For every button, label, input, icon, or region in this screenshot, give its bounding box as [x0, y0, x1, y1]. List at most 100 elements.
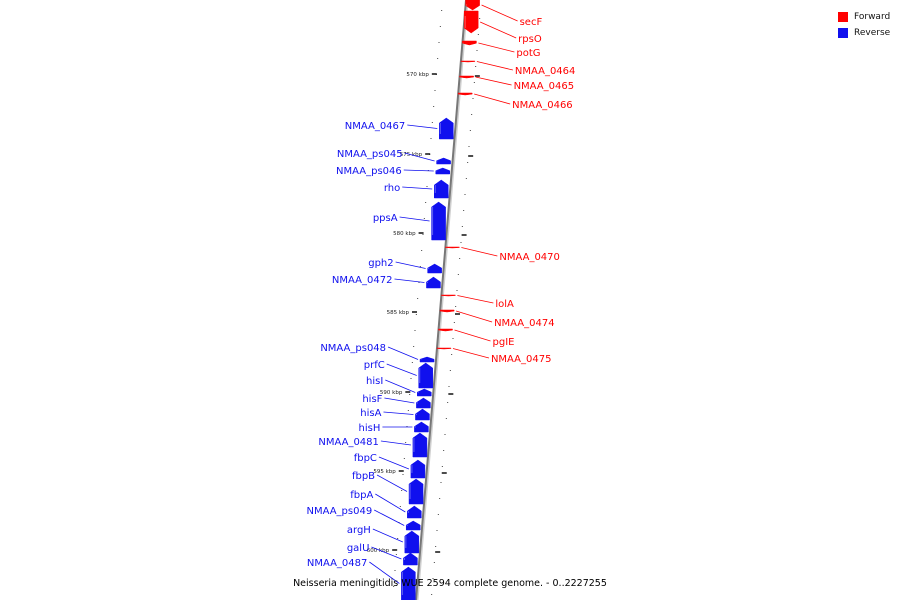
- scale-dot: [475, 66, 477, 67]
- scale-dots: [393, 10, 481, 595]
- gene-leader: [404, 152, 435, 162]
- scale-dot: [479, 18, 481, 19]
- gene-label: galU: [347, 543, 370, 554]
- gene-label: NMAA_ps049: [306, 506, 372, 517]
- gene-shape: [431, 201, 446, 241]
- gene-NMAA_0465: NMAA_0465: [459, 75, 574, 92]
- gene-shape: [435, 167, 450, 175]
- gene-label: NMAA_0474: [494, 318, 555, 329]
- gene-shape: [408, 478, 424, 505]
- gene-label: ppsA: [373, 213, 398, 224]
- scale-dot: [437, 514, 439, 515]
- scale-dot: [426, 186, 428, 187]
- gene-leader: [395, 261, 426, 269]
- scale-dot: [456, 290, 458, 291]
- scale-dot: [476, 50, 478, 51]
- gene-label: lolA: [495, 299, 514, 310]
- scale-dot: [402, 474, 404, 475]
- scale-dot: [401, 490, 403, 491]
- gene-leader: [399, 216, 430, 222]
- gene-label: fbpB: [352, 471, 375, 482]
- gene-NMAA_ps045: NMAA_ps045: [337, 149, 451, 165]
- scale-dot: [468, 146, 470, 147]
- gene-hisA: hisA: [360, 408, 430, 421]
- scale-dot: [463, 210, 465, 211]
- scale-dot: [399, 506, 401, 507]
- gene-gph2: gph2: [368, 258, 442, 274]
- gene-leader: [402, 186, 433, 190]
- scale-dot: [403, 458, 405, 459]
- gene-hisH: hisH: [359, 421, 429, 434]
- genome-backbone: [415, 0, 469, 600]
- scale-dot: [436, 530, 438, 531]
- scale-dot: [434, 90, 436, 91]
- scale-dot: [472, 98, 474, 99]
- gene-leader: [384, 397, 415, 404]
- scale-dot: [438, 42, 440, 43]
- gene-leader: [387, 346, 419, 360]
- gene-leader: [385, 379, 416, 393]
- gene-ppsA: ppsA: [373, 201, 446, 241]
- gene-shape: [401, 566, 416, 600]
- scale-dot: [422, 234, 424, 235]
- gene-leader: [374, 509, 405, 526]
- scale-dot: [473, 82, 475, 83]
- scale-dot: [441, 466, 443, 467]
- legend-label-reverse: Reverse: [854, 27, 891, 38]
- scale-dot: [440, 482, 442, 483]
- scale-dot: [465, 178, 467, 179]
- gene-NMAA_0475: NMAA_0475: [436, 347, 551, 365]
- forward-genes: secF rpsO potG NMAA_0464 NMAA_0465 NMAA_0466 N…: [436, 0, 575, 365]
- gene-NMAA_0487: NMAA_0487: [307, 558, 416, 600]
- scale-dot: [432, 578, 434, 579]
- scale-dot: [406, 426, 408, 427]
- scale-dot: [431, 594, 433, 595]
- scale-dot: [443, 450, 445, 451]
- scale-dot: [397, 538, 399, 539]
- scale-dot: [407, 410, 409, 411]
- gene-lolA: lolA: [441, 294, 514, 310]
- gene-leader: [480, 21, 517, 39]
- gene-label: potG: [516, 48, 540, 59]
- scale-dot: [425, 202, 427, 203]
- gene-shape: [445, 246, 460, 249]
- scale-dot: [395, 554, 397, 555]
- gene-label: hisF: [362, 394, 382, 405]
- scale-dot: [477, 34, 479, 35]
- scale-dot: [441, 10, 443, 11]
- gene-label: NMAA_0470: [499, 252, 560, 263]
- gene-shape: [463, 10, 479, 34]
- gene-shape: [407, 505, 422, 519]
- scale-dot: [421, 250, 423, 251]
- gene-shape: [403, 552, 418, 566]
- scale-dot: [469, 130, 471, 131]
- scale-dot: [449, 370, 451, 371]
- ruler-label: 580 kbp: [393, 231, 416, 237]
- gene-shape: [460, 60, 476, 63]
- gene-potG: potG: [462, 40, 541, 59]
- gene-label: NMAA_ps048: [320, 343, 386, 354]
- gene-leader: [375, 493, 406, 513]
- gene-label: hisA: [360, 408, 381, 419]
- scale-dot: [414, 330, 416, 331]
- gene-NMAA_ps046: NMAA_ps046: [336, 166, 450, 177]
- gene-leader: [452, 348, 490, 359]
- gene-NMAA_ps048: NMAA_ps048: [320, 343, 435, 363]
- gene-shape: [412, 432, 428, 458]
- scale-dot: [439, 498, 441, 499]
- gene-leader: [476, 61, 513, 71]
- gene-leader: [376, 474, 408, 492]
- gene-leader: [475, 76, 512, 86]
- gene-NMAA_0472: NMAA_0472: [332, 275, 441, 289]
- scale-dot: [451, 354, 453, 355]
- gene-leader: [407, 124, 438, 129]
- gene-leader: [378, 456, 410, 470]
- gene-pgIE: pgIE: [438, 328, 514, 348]
- scale-dot: [418, 282, 420, 283]
- gene-label: NMAA_0487: [307, 558, 368, 569]
- scale-dot: [405, 442, 407, 443]
- scale-dot: [419, 266, 421, 267]
- gene-shape: [439, 309, 455, 313]
- gene-shape: [410, 459, 426, 479]
- scale-dot: [439, 26, 441, 27]
